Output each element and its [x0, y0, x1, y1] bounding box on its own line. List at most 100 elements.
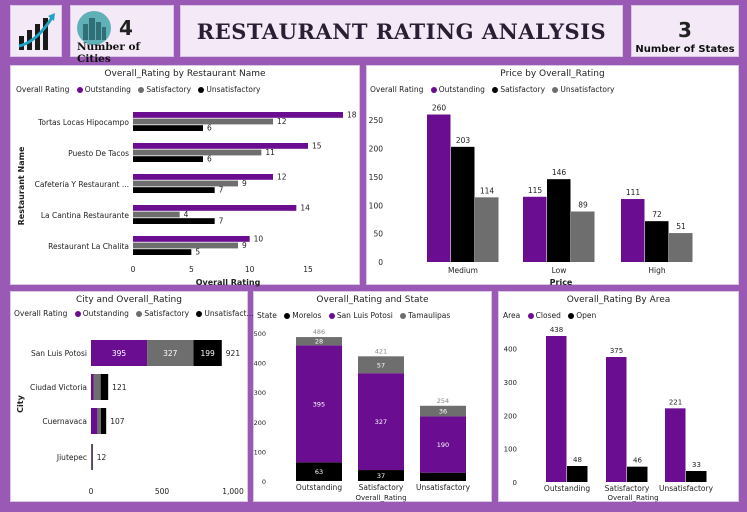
segment-value-label: 37 — [377, 472, 385, 480]
rating-category-label: Unsatisfactory — [416, 483, 471, 492]
y-axis-title: City — [16, 394, 25, 412]
states-kpi-card: 3 Number of States — [631, 5, 739, 57]
price-category-label: High — [648, 266, 665, 275]
segment-outstanding — [91, 340, 148, 366]
city-name-label: San Luis Potosi — [31, 349, 87, 358]
bar-value-label: 48 — [573, 456, 582, 464]
y-tick-label: 100 — [369, 201, 384, 210]
legend-dot-satisfactory — [136, 311, 143, 317]
y-tick-label: 100 — [254, 448, 266, 456]
bar-unsatisfactory — [475, 197, 499, 262]
bar-value-label: 111 — [626, 188, 641, 197]
bar-open — [567, 466, 588, 482]
bar-value-label: 33 — [692, 461, 701, 469]
state-rating-panel: Overall_Rating and State State Morelos S… — [253, 291, 492, 502]
bar-closed — [546, 336, 567, 482]
bar-outstanding — [133, 143, 308, 149]
y-tick-label: 200 — [369, 145, 384, 154]
growth-chart-icon — [18, 13, 55, 50]
segment-san-luis-potosi — [358, 373, 404, 471]
total-value-label: 121 — [112, 383, 127, 392]
segment-value-label: 395 — [313, 400, 325, 408]
legend-dot-tamaulipas — [400, 313, 407, 319]
segment-value-label: 57 — [377, 361, 385, 369]
legend-title: Overall Rating — [16, 85, 70, 94]
legend-outstanding: Outstanding — [84, 85, 131, 94]
states-label: Number of States — [635, 44, 735, 55]
segment-value-label: 327 — [163, 349, 178, 358]
x-tick-label: 0 — [89, 487, 94, 496]
legend-dot-satisfactory — [138, 87, 145, 93]
price-category-label: Low — [552, 266, 567, 275]
price-bar-chart: 0 50 100 150 200 250 260 203 114 Medium 115 146 89 Lo… — [369, 104, 693, 287]
segment-tamaulipas — [420, 405, 466, 417]
title-card: RESTAURANT RATING ANALYSIS — [180, 5, 623, 57]
bar-outstanding — [427, 114, 451, 262]
bar-value-label: 9 — [242, 179, 247, 188]
segment-morelos — [296, 462, 342, 481]
segment-morelos — [420, 472, 466, 481]
city-name-label: Jiutepec — [56, 453, 87, 462]
legend-title: Overall Rating — [370, 85, 424, 94]
city-rating-panel: City and Overall_Rating Overall Rating O… — [10, 291, 254, 502]
segment-outstanding — [91, 408, 98, 434]
city-skyline-icon — [77, 11, 111, 45]
legend-satisfactory: Satisfactory — [146, 85, 192, 94]
rating-category-label: Outstanding — [296, 483, 342, 492]
legend-dot-unsatisfactory — [196, 311, 203, 317]
bar-value-label: 12 — [277, 172, 287, 181]
y-tick-label: 150 — [369, 173, 384, 182]
total-value-label: 107 — [110, 417, 125, 426]
price-category-label: Medium — [448, 266, 478, 275]
x-axis-title: Overall Rating — [196, 278, 261, 287]
total-value-label: 254 — [437, 397, 449, 405]
legend-dot-unsatisfactory — [552, 87, 559, 93]
bar-value-label: 221 — [669, 398, 682, 406]
legend-title: Overall Rating — [14, 309, 68, 318]
segment-satisfactory — [147, 340, 194, 366]
legend-unsatisfactory: Unsatisfactory — [206, 85, 261, 94]
area-legend: Area Closed Open — [503, 311, 596, 320]
segment-unsatisfactory — [91, 444, 93, 470]
segment-san-luis-potosi — [296, 345, 342, 463]
bar-outstanding — [133, 205, 297, 211]
y-tick-label: 200 — [504, 412, 517, 420]
rating-category-label: Satisfactory — [359, 483, 404, 492]
legend-unsatisfactory: Unsatisfactory — [560, 85, 615, 94]
legend-title: Area — [503, 311, 521, 320]
legend-dot-satisfactory — [492, 87, 499, 93]
legend-dot-outstanding — [430, 87, 437, 93]
bar-value-label: 10 — [254, 234, 264, 243]
bar-value-label: 6 — [207, 124, 212, 133]
bar-value-label: 9 — [242, 241, 247, 250]
segment-san-luis-potosi — [420, 416, 466, 473]
state-stacked-column-chart: 0 100 200 300 400 500 63 395 28 486 Outstanding 37 3… — [254, 328, 471, 502]
bar-unsatisfactory — [133, 249, 192, 255]
y-tick-label: 500 — [254, 330, 266, 338]
segment-value-label: 63 — [315, 468, 323, 476]
cities-count: 4 — [119, 16, 133, 40]
logo-card — [10, 5, 62, 57]
legend-outstanding: Outstanding — [438, 85, 485, 94]
restaurant-name-label: La Cantina Restaurante — [41, 211, 130, 220]
segment-tamaulipas — [296, 337, 342, 346]
total-value-label: 921 — [226, 349, 241, 358]
bar-value-label: 51 — [676, 222, 686, 231]
bar-value-label: 15 — [312, 141, 322, 150]
legend-title: State — [257, 311, 277, 320]
segment-morelos — [358, 470, 404, 481]
segment-satisfactory — [91, 444, 92, 470]
segment-tamaulipas — [358, 356, 404, 374]
bar-value-label: 89 — [578, 201, 588, 210]
bar-value-label: 6 — [207, 155, 212, 164]
legend-san-luis-potosi: San Luis Potosi — [336, 311, 393, 320]
bar-satisfactory — [133, 149, 262, 156]
bar-unsatisfactory — [133, 187, 215, 193]
bar-value-label: 114 — [480, 186, 495, 195]
bar-value-label: 7 — [219, 217, 224, 226]
bar-value-label: 72 — [652, 210, 662, 219]
legend-dot-closed — [527, 313, 534, 319]
price-rating-panel: Price by Overall_Rating Overall Rating O… — [366, 65, 739, 287]
bar-open — [686, 471, 707, 482]
bar-satisfactory — [451, 146, 475, 262]
